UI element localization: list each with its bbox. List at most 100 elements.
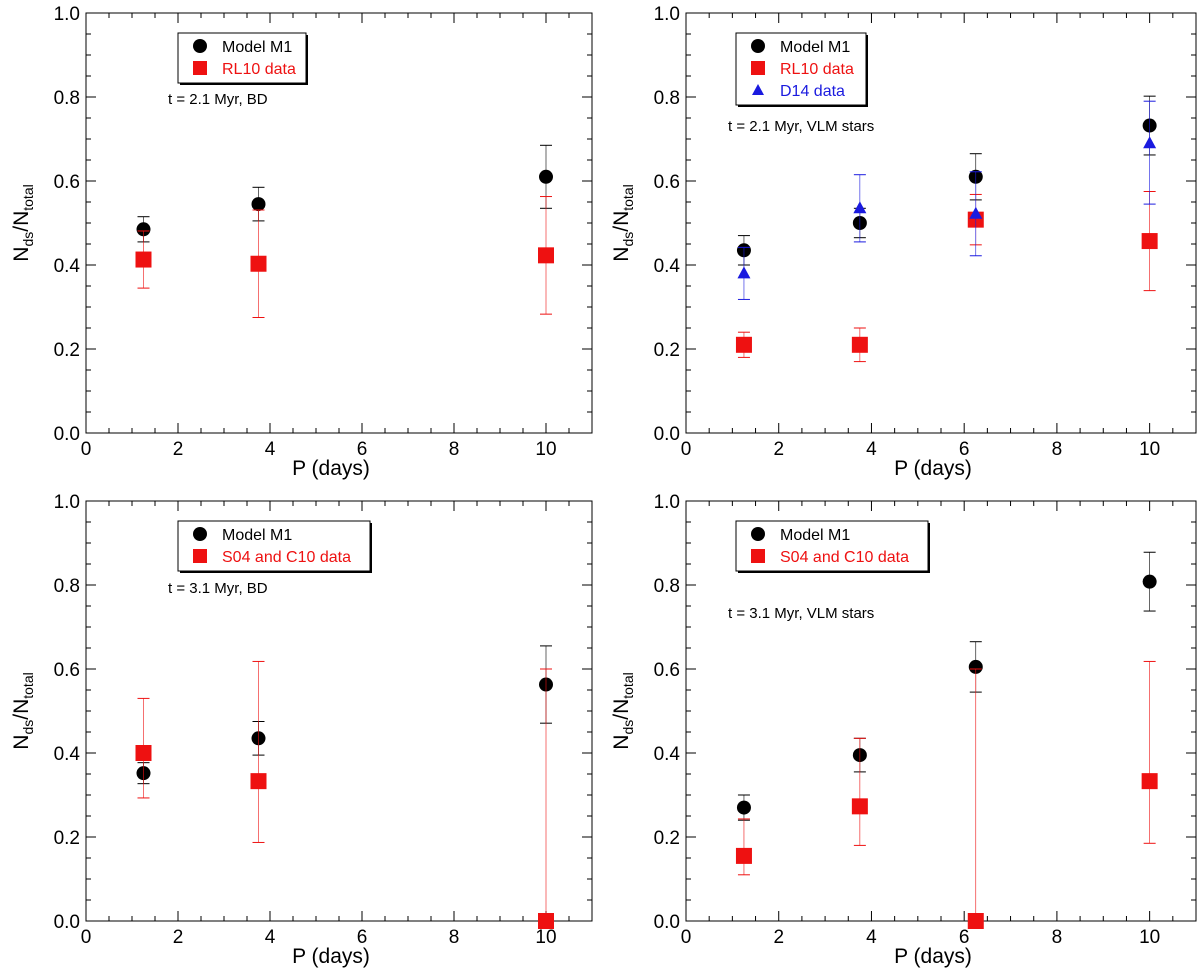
panel-annotation: t = 2.1 Myr, BD (168, 91, 268, 108)
y-tick-label: 0.0 (654, 424, 680, 445)
x-tick-label: 4 (866, 439, 877, 460)
legend-label: Model M1 (222, 527, 292, 544)
y-axis-title-part: N (10, 247, 33, 262)
y-axis-title: Nds/Ntotal (10, 672, 36, 749)
y-tick-label: 0.6 (654, 660, 680, 681)
x-tick-label: 2 (173, 439, 184, 460)
legend-label: RL10 data (780, 61, 854, 78)
data-point-circle (736, 800, 751, 815)
legend: Model M1 S04 and C10 data (177, 520, 372, 573)
data-point-triangle (969, 206, 983, 219)
legend-label: Model M1 (780, 39, 850, 56)
x-tick-label: 10 (1139, 927, 1160, 948)
legend-box (735, 520, 929, 572)
data-point-circle (968, 659, 983, 674)
data-point-circle (1142, 574, 1157, 589)
y-tick-label: 0.0 (654, 912, 680, 933)
data-point-square (250, 773, 267, 790)
data-point-square (135, 251, 152, 268)
x-tick-label: 8 (1052, 927, 1063, 948)
x-tick-label: 6 (357, 439, 368, 460)
y-axis-title-part: /N (10, 699, 33, 720)
data-point-square (135, 745, 152, 761)
x-tick-label: 10 (535, 927, 556, 948)
legend-marker-triangle (752, 84, 764, 95)
y-tick-label: 1.0 (54, 492, 80, 513)
x-tick-label: 2 (173, 927, 184, 948)
y-axis-title-subscript: ds (20, 232, 36, 247)
y-tick-label: 0.6 (54, 660, 80, 681)
plot-panel-3: 0 2 4 6 8 10 0.0 0.2 0.4 0.6 0.8 1.0 P (days) Nds/Nto… (10, 492, 593, 968)
y-axis-title: Nds/Ntotal (610, 672, 636, 749)
y-tick-label: 0.2 (654, 340, 680, 361)
y-axis-title-subscript: total (620, 672, 636, 698)
x-tick-label: 10 (535, 439, 556, 460)
data-point-triangle (853, 201, 867, 214)
y-axis-title-subscript: total (20, 184, 36, 210)
y-tick-label: 0.2 (54, 340, 80, 361)
data-point-triangle (1143, 136, 1157, 149)
legend: Model M1 S04 and C10 data (735, 520, 930, 573)
x-tick-label: 0 (81, 927, 92, 948)
x-tick-label: 0 (681, 439, 692, 460)
legend-marker-square (751, 549, 765, 563)
x-tick-label: 4 (265, 439, 276, 460)
y-axis-title-subscript: ds (620, 720, 636, 735)
y-axis-title-part: /N (610, 699, 633, 720)
legend-box (177, 520, 371, 572)
series-s04-and-c10-data (735, 660, 1158, 929)
y-axis-title-part: /N (10, 211, 33, 232)
y-tick-label: 0.8 (54, 88, 80, 109)
y-tick-label: 0.0 (54, 424, 80, 445)
y-axis-title-subscript: ds (20, 720, 36, 735)
x-tick-label: 2 (773, 927, 784, 948)
x-tick-label: 8 (449, 439, 460, 460)
series-model-m1 (136, 645, 553, 785)
data-point-square (735, 847, 752, 864)
y-tick-label: 0.4 (654, 256, 681, 277)
x-axis-title: P (days) (894, 945, 972, 968)
y-tick-label: 1.0 (654, 492, 680, 513)
legend-marker-circle (193, 527, 207, 541)
series-rl10-data (135, 196, 554, 318)
plot-frame (85, 12, 593, 434)
data-point-circle (539, 169, 553, 184)
data-point-square (735, 336, 752, 353)
y-tick-label: 1.0 (54, 4, 80, 25)
data-point-triangle (737, 266, 751, 279)
data-point-square (538, 913, 554, 929)
series-model-m1 (136, 144, 553, 243)
y-tick-label: 0.2 (54, 828, 80, 849)
series-d14-data (737, 100, 1157, 300)
x-tick-label: 8 (1052, 439, 1063, 460)
y-tick-label: 0.4 (54, 256, 81, 277)
y-tick-label: 0.6 (54, 172, 80, 193)
legend: Model M1 RL10 data (177, 32, 308, 85)
legend-marker-circle (193, 39, 207, 53)
series-rl10-data (735, 191, 1158, 363)
x-tick-label: 4 (866, 927, 877, 948)
x-tick-label: 6 (959, 439, 970, 460)
y-axis-title: Nds/Ntotal (10, 184, 36, 261)
data-point-square (1141, 773, 1158, 790)
x-tick-label: 10 (1139, 439, 1160, 460)
legend: Model M1 RL10 data D14 data (735, 32, 868, 107)
legend-marker-square (751, 61, 765, 75)
y-tick-label: 0.6 (654, 172, 680, 193)
legend-marker-square (193, 549, 207, 563)
series-model-m1 (736, 551, 1157, 821)
legend-label: D14 data (780, 83, 845, 100)
y-tick-label: 1.0 (654, 4, 680, 25)
y-tick-label: 0.8 (654, 88, 680, 109)
plot-panel-1: 0 2 4 6 8 10 0.0 0.2 0.4 0.6 0.8 1.0 P (days) Nds/Nto… (10, 4, 593, 480)
y-tick-label: 0.2 (654, 828, 680, 849)
y-axis-title-part: N (610, 735, 633, 750)
data-point-circle (136, 222, 151, 237)
y-axis-title-part: N (610, 247, 633, 262)
panel-annotation: t = 3.1 Myr, VLM stars (728, 605, 874, 622)
x-tick-label: 0 (81, 439, 92, 460)
y-axis-title: Nds/Ntotal (610, 184, 636, 261)
plot-panel-2: 0 2 4 6 8 10 0.0 0.2 0.4 0.6 0.8 1.0 P (days) Nds/Nto… (610, 4, 1197, 480)
